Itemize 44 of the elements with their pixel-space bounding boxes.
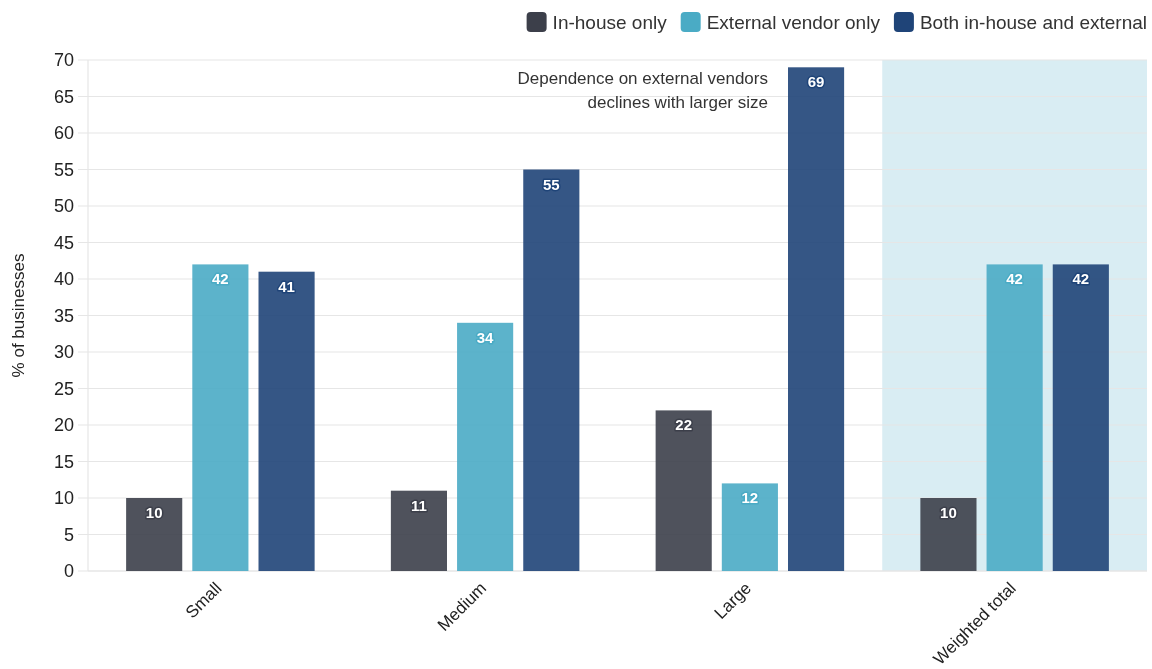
- y-tick-label: 20: [53, 415, 74, 436]
- y-tick-label: 10: [53, 488, 74, 509]
- bar: [258, 271, 315, 571]
- data-label: 22: [675, 416, 693, 434]
- bar: [655, 410, 712, 571]
- y-tick-label: 0: [63, 561, 74, 582]
- data-label: 42: [212, 270, 229, 288]
- data-label: 69: [807, 73, 825, 91]
- data-label: 10: [940, 504, 957, 521]
- data-label: 41: [278, 277, 295, 295]
- data-label: 12: [741, 489, 759, 507]
- legend-label: Both in-house and external: [919, 11, 1148, 33]
- bar: [1052, 264, 1109, 571]
- data-label: 55: [542, 175, 560, 193]
- bar: [788, 67, 845, 571]
- data-label: 42: [1072, 270, 1090, 288]
- data-label: 42: [1006, 270, 1023, 288]
- data-label: 10: [145, 504, 163, 521]
- y-tick-label: 25: [53, 378, 74, 399]
- y-tick-label: 70: [53, 50, 74, 71]
- y-tick-label: 15: [53, 451, 74, 472]
- y-tick-label: 40: [53, 269, 74, 290]
- data-label: 34: [476, 328, 495, 346]
- y-tick-label: 60: [53, 123, 74, 144]
- y-tick-label: 35: [53, 305, 74, 326]
- bar: [920, 498, 977, 571]
- bar: [721, 483, 778, 571]
- bar: [192, 264, 249, 571]
- bar: [126, 498, 183, 571]
- bar: [390, 490, 447, 571]
- legend-label: In-house only: [552, 11, 668, 33]
- legend-label: External vendor only: [706, 11, 881, 33]
- y-axis-title: % of businesses: [9, 253, 28, 378]
- data-label: 11: [411, 496, 427, 514]
- y-tick-label: 55: [53, 159, 74, 180]
- y-tick-label: 30: [53, 342, 74, 363]
- y-tick-label: 5: [63, 524, 74, 545]
- bar: [457, 322, 514, 571]
- bar: [523, 169, 580, 571]
- y-tick-label: 65: [53, 86, 74, 107]
- y-tick-label: 45: [53, 232, 74, 253]
- bar: [986, 264, 1043, 571]
- annotation: Dependence on external vendors declines with larger size: [517, 69, 768, 112]
- y-tick-label: 50: [53, 196, 74, 217]
